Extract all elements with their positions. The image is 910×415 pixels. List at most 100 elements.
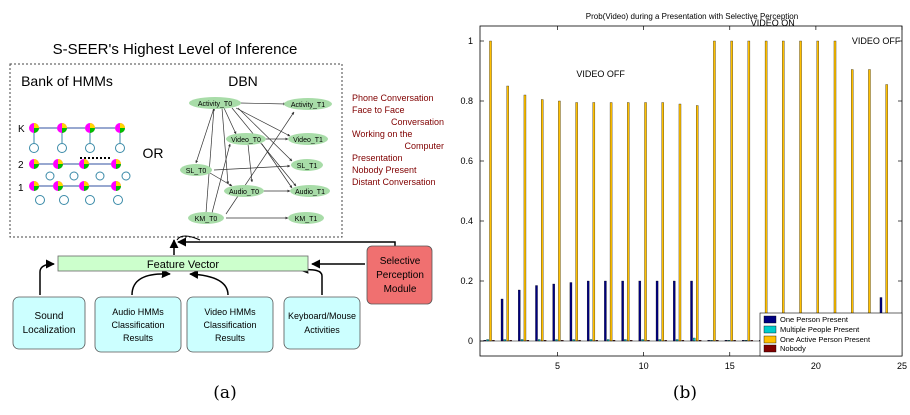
legend-swatch-nobody — [763, 344, 777, 353]
x-axis: 5 10 15 20 25 — [555, 26, 907, 371]
legend-label-one-active: One Active Person Present — [780, 335, 871, 344]
audio-hmms-line-1: Audio HMMs — [112, 307, 164, 317]
bar-one-active — [782, 40, 785, 342]
bar-one-person — [621, 280, 624, 342]
dbn-label: DBN — [228, 73, 258, 89]
dbn-node-audio-t1: Audio_T1 — [295, 189, 325, 196]
activity-face-to-face: Face to Face — [352, 105, 405, 115]
legend-label-nobody: Nobody — [780, 344, 806, 353]
audio-hmms-line-3: Results — [123, 333, 154, 343]
bar-one-active — [540, 99, 544, 342]
bar-one-person — [586, 280, 590, 342]
hmm-bank-label: Bank of HMMs — [21, 73, 113, 89]
video-hmms-box — [186, 296, 274, 353]
bar-one-active — [609, 102, 613, 342]
dbn-node-activity-t0: Activity_T0 — [198, 101, 232, 108]
bar-one-person — [638, 280, 642, 342]
y-tick-label: 1 — [468, 36, 473, 46]
bar-one-active — [816, 40, 819, 342]
y-tick-label: 0.6 — [460, 156, 473, 166]
caption-a: (a) — [213, 383, 236, 403]
keyboard-mouse-box — [283, 296, 361, 350]
dbn-node-video-t0: Video_T0 — [231, 137, 261, 144]
x-tick-label: 20 — [811, 361, 821, 371]
y-axis: 0 0.2 0.4 0.6 0.8 1 — [460, 36, 902, 346]
dbn-node-sl-t1: SL_T1 — [297, 163, 318, 170]
selective-perception-line-2: Perception — [376, 270, 424, 281]
dbn-node-activity-t1: Activity_T1 — [291, 102, 325, 109]
audio-hmms-box — [94, 296, 182, 353]
bar-one-active — [851, 69, 854, 342]
y-tick-label: 0.2 — [460, 276, 473, 286]
bar-one-person — [569, 282, 573, 342]
bar-one-active — [713, 40, 716, 342]
x-tick-label: 10 — [639, 361, 649, 371]
hmm-bank-graphic — [29, 123, 131, 205]
bar-one-active — [627, 102, 630, 342]
inference-box — [9, 63, 343, 238]
sound-localization-line-1: Sound — [35, 311, 64, 322]
chart-title: Prob(Video) during a Presentation with S… — [586, 12, 798, 21]
bar-one-person — [552, 283, 555, 342]
selective-perception-line-1: Selective — [380, 256, 421, 267]
audio-hmms-line-2: Classification — [111, 320, 164, 330]
diagram-svg: S-SEER's Highest Level of Inference Bank… — [9, 41, 444, 403]
legend-swatch-one-person — [763, 315, 777, 324]
hmm-row-k-label: K — [18, 124, 25, 135]
bar-one-active — [575, 102, 578, 342]
or-label: OR — [143, 145, 164, 161]
bar-one-active — [833, 40, 837, 342]
bar-one-person — [655, 280, 659, 342]
dbn-node-sl-t0: SL_T0 — [186, 168, 207, 175]
chart-annotations: VIDEO OFF VIDEO ON VIDEO OFF — [576, 18, 901, 79]
bar-one-active — [678, 103, 682, 342]
feature-vector-label: Feature Vector — [147, 259, 219, 271]
legend-label-one-person: One Person Present — [780, 315, 849, 324]
bar-one-active — [558, 100, 561, 342]
activity-computer: Computer — [404, 141, 444, 151]
bar-one-active — [523, 94, 527, 342]
hmm-row-1-label: 1 — [18, 183, 24, 194]
bar-one-active — [506, 85, 509, 342]
legend-swatch-multiple-people — [763, 325, 777, 334]
sound-localization-line-2: Localization — [23, 325, 76, 336]
bar-one-person — [690, 280, 693, 342]
left-diagram-panel: S-SEER's Highest Level of Inference Bank… — [0, 0, 460, 410]
diagram-title: S-SEER's Highest Level of Inference — [53, 41, 298, 58]
x-tick-label: 25 — [897, 361, 907, 371]
dbn-edges — [195, 102, 297, 220]
activity-presentation: Presentation — [352, 153, 403, 163]
video-state-annotation: VIDEO OFF — [852, 36, 901, 46]
bar-one-active — [730, 40, 733, 342]
legend-swatch-one-active — [763, 335, 777, 344]
bar-one-person — [518, 289, 521, 342]
legend-label-multiple-people: Multiple People Present — [780, 325, 860, 334]
video-hmms-line-1: Video HMMs — [204, 307, 256, 317]
y-tick-label: 0 — [468, 336, 473, 346]
hmm-row-2-label: 2 — [18, 160, 24, 171]
x-tick-label: 5 — [555, 361, 560, 371]
activity-phone: Phone Conversation — [352, 93, 434, 103]
bar-one-active — [696, 105, 699, 342]
chart-legend: One Person Present Multiple People Prese… — [759, 312, 903, 357]
feature-vector-box — [57, 255, 309, 272]
bar-one-active — [661, 102, 664, 342]
bar-one-active — [868, 69, 871, 342]
bar-chart: Prob(Video) during a Presentation with S… — [460, 12, 907, 403]
bar-one-active — [885, 84, 888, 342]
bar-one-active — [489, 40, 492, 342]
bar-one-person — [673, 280, 676, 342]
x-tick-label: 15 — [725, 361, 735, 371]
video-state-annotation: VIDEO ON — [751, 18, 795, 28]
sound-localization-box — [12, 296, 86, 350]
bar-one-active — [764, 40, 768, 342]
bar-one-person — [535, 285, 538, 342]
bar-one-active — [644, 102, 647, 342]
bar-one-person — [500, 298, 504, 342]
activity-list: Phone Conversation Face to Face Conversa… — [352, 93, 444, 187]
dbn-node-km-t1: KM_T1 — [295, 216, 318, 223]
bar-one-active — [592, 102, 596, 342]
activity-nobody: Nobody Present — [352, 165, 417, 175]
bar-multiple-people — [693, 337, 696, 342]
y-tick-label: 0.8 — [460, 96, 473, 106]
